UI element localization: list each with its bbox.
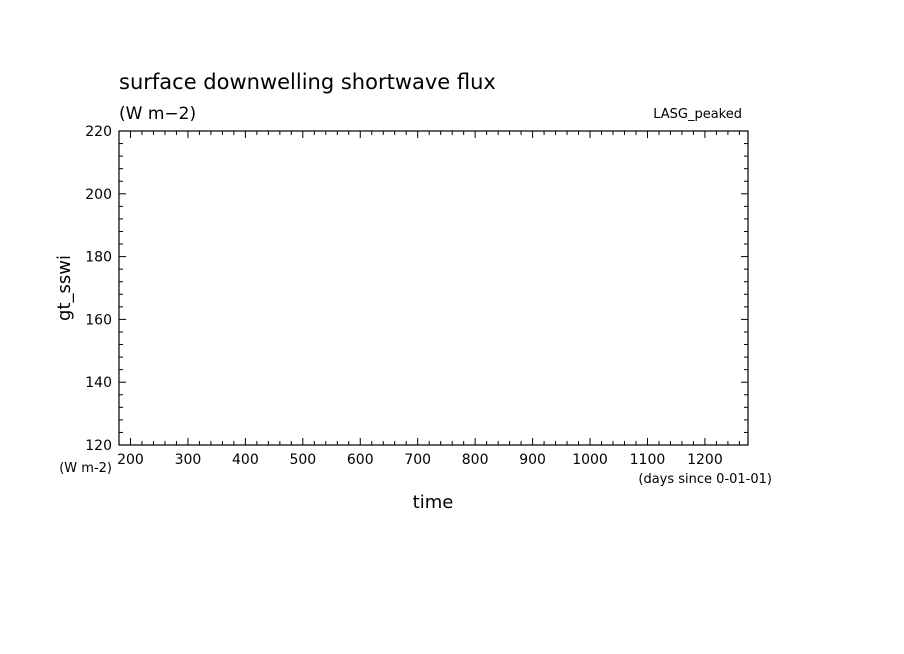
experiment-label: LASG_peaked [653,107,742,122]
x-tick-label: 700 [404,452,431,468]
x-tick-label: 300 [175,452,202,468]
axis-ticks: 200 300 400 500 600 700 800 900 1000 1100 1200 120 1… [85,124,748,468]
chart-units: (W m−2) [119,104,196,124]
y-tick-label: 200 [85,187,112,203]
x-axis-label: time [413,492,454,513]
y-tick-label: 120 [85,438,112,454]
y-tick-label: 220 [85,124,112,140]
x-tick-label: 1100 [630,452,666,468]
y-tick-label: 140 [85,375,112,391]
x-axis-units: (days since 0-01-01) [638,472,772,487]
x-tick-label: 200 [117,452,144,468]
x-tick-label: 1000 [572,452,608,468]
x-tick-label: 500 [289,452,316,468]
plot-frame [118,130,749,446]
y-tick-label: 180 [85,250,112,266]
y-tick-label: 160 [85,312,112,328]
x-tick-label: 900 [519,452,546,468]
y-axis-units: (W m-2) [59,461,112,476]
x-tick-label: 400 [232,452,259,468]
x-tick-label: 800 [462,452,489,468]
y-axis-label: gt_sswi [54,255,75,321]
x-tick-label: 600 [347,452,374,468]
chart-title: surface downwelling shortwave flux [119,70,496,94]
x-tick-label: 1200 [687,452,723,468]
